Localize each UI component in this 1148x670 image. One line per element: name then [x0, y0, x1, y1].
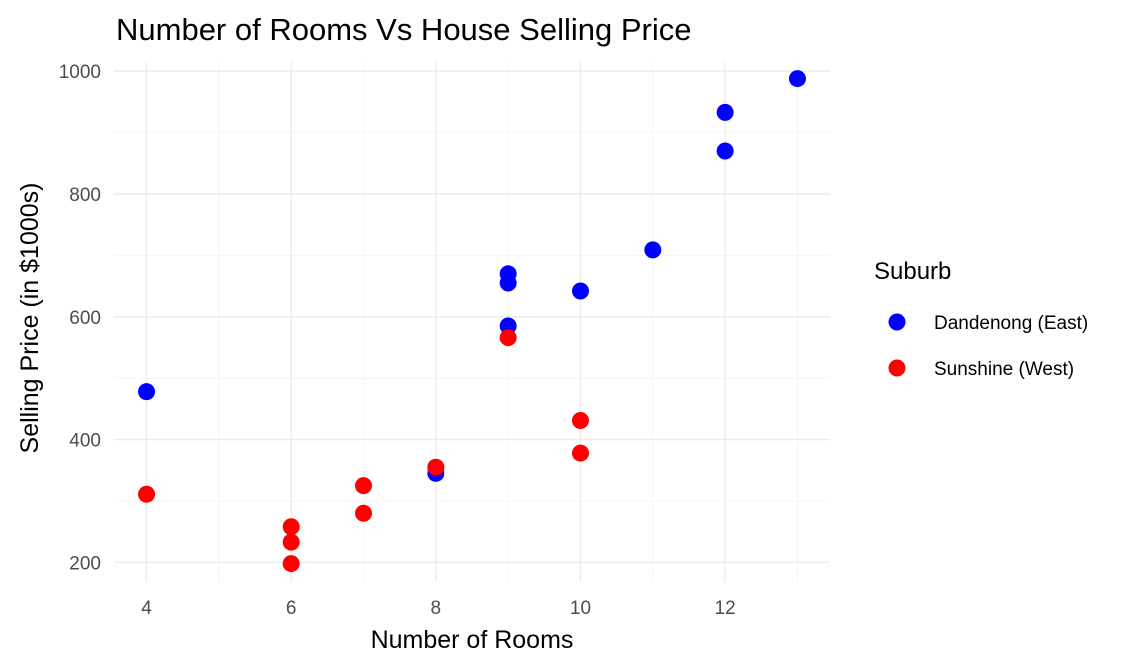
x-axis-ticks: 4 6 8 10 12 — [141, 598, 735, 619]
data-point — [427, 458, 445, 476]
x-tick-label: 12 — [715, 598, 736, 619]
data-point — [571, 282, 589, 300]
data-point — [716, 103, 734, 121]
y-tick-label: 800 — [69, 185, 101, 206]
data-point — [788, 70, 806, 88]
x-tick-label: 8 — [431, 598, 442, 619]
grid — [114, 62, 830, 582]
data-point — [138, 485, 156, 503]
data-point — [282, 533, 300, 551]
y-axis-ticks: 200 400 600 800 1000 — [59, 62, 101, 574]
x-tick-label: 6 — [286, 598, 297, 619]
y-tick-label: 400 — [69, 431, 101, 452]
legend-label: Sunshine (West) — [934, 359, 1074, 380]
data-point — [282, 518, 300, 536]
data-point — [282, 555, 300, 573]
data-points — [138, 70, 806, 573]
legend-title: Suburb — [874, 258, 951, 285]
y-axis-title: Selling Price (in $1000s) — [16, 183, 44, 454]
legend-items: Dandenong (East) Sunshine (West) — [888, 313, 1088, 380]
chart-title: Number of Rooms Vs House Selling Price — [116, 12, 691, 47]
x-axis-title: Number of Rooms — [371, 626, 574, 654]
legend-label: Dandenong (East) — [934, 313, 1088, 334]
legend-swatch — [888, 313, 906, 331]
data-point — [499, 274, 517, 292]
legend-swatch — [888, 359, 906, 377]
data-point — [571, 444, 589, 462]
x-tick-label: 4 — [141, 598, 152, 619]
data-point — [355, 477, 373, 495]
x-tick-label: 10 — [570, 598, 591, 619]
y-tick-label: 1000 — [59, 62, 101, 83]
legend: Suburb Dandenong (East) Sunshine (West) — [874, 258, 1088, 380]
data-point — [716, 142, 734, 160]
data-point — [355, 504, 373, 522]
data-point — [499, 317, 517, 335]
data-point — [138, 383, 156, 401]
y-tick-label: 200 — [69, 553, 101, 574]
data-point — [644, 241, 662, 259]
data-point — [571, 412, 589, 430]
y-tick-label: 600 — [69, 308, 101, 329]
data-point — [499, 329, 517, 347]
